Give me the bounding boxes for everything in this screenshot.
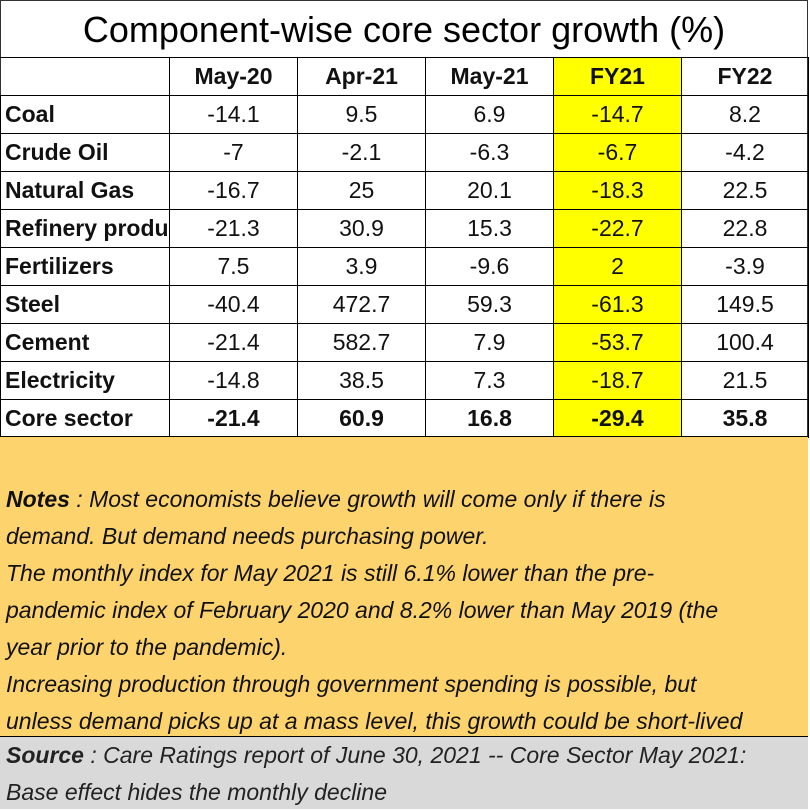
notes-line: Notes : Most economists believe growth w… bbox=[6, 481, 802, 518]
row-label: Natural Gas bbox=[0, 171, 170, 210]
column-header: FY22 bbox=[681, 57, 809, 96]
table-cell-highlighted: -18.3 bbox=[553, 171, 682, 210]
table-cell-highlighted: -29.4 bbox=[553, 399, 682, 438]
table-cell: 100.4 bbox=[681, 323, 809, 362]
notes-line: Increasing production through government… bbox=[6, 671, 697, 697]
row-label: Coal bbox=[0, 95, 170, 134]
table-cell: -21.4 bbox=[169, 323, 298, 362]
row-label: Core sector bbox=[0, 399, 170, 438]
chart-title: Component-wise core sector growth (%) bbox=[0, 0, 808, 58]
table-cell: 20.1 bbox=[425, 171, 554, 210]
table-cell: 8.2 bbox=[681, 95, 809, 134]
table-cell: -21.4 bbox=[169, 399, 298, 438]
column-header: Apr-21 bbox=[297, 57, 426, 96]
table-cell-highlighted: -18.7 bbox=[553, 361, 682, 400]
table-cell: 35.8 bbox=[681, 399, 809, 438]
growth-table: May-20 Apr-21 May-21 FY21 FY22 Coal -14.1… bbox=[0, 57, 809, 438]
table-cell: 16.8 bbox=[425, 399, 554, 438]
table-cell: 21.5 bbox=[681, 361, 809, 400]
notes-text: : Most economists believe growth will co… bbox=[69, 486, 666, 512]
table-cell: 38.5 bbox=[297, 361, 426, 400]
column-header-highlighted: FY21 bbox=[553, 57, 682, 96]
table-cell: -2.1 bbox=[297, 133, 426, 172]
notes-label: Notes bbox=[6, 486, 70, 512]
row-label: Electricity bbox=[0, 361, 170, 400]
table-row: Crude Oil -7 -2.1 -6.3 -6.7 -4.2 bbox=[0, 133, 809, 172]
notes-line: The monthly index for May 2021 is still … bbox=[6, 560, 655, 586]
table-row: Natural Gas -16.7 25 20.1 -18.3 22.5 bbox=[0, 171, 809, 210]
row-label: Crude Oil bbox=[0, 133, 170, 172]
table-cell: 30.9 bbox=[297, 209, 426, 248]
source-label: Source bbox=[6, 742, 84, 768]
table-cell: 3.9 bbox=[297, 247, 426, 286]
table-cell: -21.3 bbox=[169, 209, 298, 248]
table-cell: -7 bbox=[169, 133, 298, 172]
notes-line: year prior to the pandemic). bbox=[6, 634, 288, 660]
table-cell: 7.5 bbox=[169, 247, 298, 286]
table-cell: 22.5 bbox=[681, 171, 809, 210]
table-row: Refinery produ -21.3 30.9 15.3 -22.7 22.8 bbox=[0, 209, 809, 248]
table-cell: 149.5 bbox=[681, 285, 809, 324]
table-cell: 6.9 bbox=[425, 95, 554, 134]
table-cell: -4.2 bbox=[681, 133, 809, 172]
table-cell: -14.1 bbox=[169, 95, 298, 134]
table-cell: 25 bbox=[297, 171, 426, 210]
notes-line: unless demand picks up at a mass level, … bbox=[6, 708, 743, 734]
table-cell: 22.8 bbox=[681, 209, 809, 248]
source-line: Base effect hides the monthly decline bbox=[6, 779, 388, 805]
table-cell-highlighted: -61.3 bbox=[553, 285, 682, 324]
notes-line: demand. But demand needs purchasing powe… bbox=[6, 523, 489, 549]
table-row: Cement -21.4 582.7 7.9 -53.7 100.4 bbox=[0, 323, 809, 362]
table-cell: 60.9 bbox=[297, 399, 426, 438]
table-cell: 472.7 bbox=[297, 285, 426, 324]
corner-cell bbox=[0, 57, 170, 96]
table-cell: -9.6 bbox=[425, 247, 554, 286]
header-row: May-20 Apr-21 May-21 FY21 FY22 bbox=[0, 57, 809, 96]
table-cell-highlighted: 2 bbox=[553, 247, 682, 286]
table-row: Electricity -14.8 38.5 7.3 -18.7 21.5 bbox=[0, 361, 809, 400]
table-row: Core sector -21.4 60.9 16.8 -29.4 35.8 bbox=[0, 399, 809, 438]
source-box: Source : Care Ratings report of June 30,… bbox=[0, 736, 808, 809]
table-cell: -6.3 bbox=[425, 133, 554, 172]
table-cell-highlighted: -53.7 bbox=[553, 323, 682, 362]
source-line: Source : Care Ratings report of June 30,… bbox=[6, 737, 802, 774]
table-cell: 15.3 bbox=[425, 209, 554, 248]
table-cell: -16.7 bbox=[169, 171, 298, 210]
column-header: May-21 bbox=[425, 57, 554, 96]
notes-line: pandemic index of February 2020 and 8.2%… bbox=[6, 597, 719, 623]
table-cell-highlighted: -6.7 bbox=[553, 133, 682, 172]
row-label: Refinery produ bbox=[0, 209, 170, 248]
table-cell: -14.8 bbox=[169, 361, 298, 400]
table-row: Coal -14.1 9.5 6.9 -14.7 8.2 bbox=[0, 95, 809, 134]
table-cell-highlighted: -22.7 bbox=[553, 209, 682, 248]
row-label: Steel bbox=[0, 285, 170, 324]
row-label: Fertilizers bbox=[0, 247, 170, 286]
table-cell: 9.5 bbox=[297, 95, 426, 134]
table-cell: 59.3 bbox=[425, 285, 554, 324]
table-cell: 7.3 bbox=[425, 361, 554, 400]
table-cell: 7.9 bbox=[425, 323, 554, 362]
row-label: Cement bbox=[0, 323, 170, 362]
column-header: May-20 bbox=[169, 57, 298, 96]
table-row: Fertilizers 7.5 3.9 -9.6 2 -3.9 bbox=[0, 247, 809, 286]
table-cell-highlighted: -14.7 bbox=[553, 95, 682, 134]
source-text: : Care Ratings report of June 30, 2021 -… bbox=[83, 742, 747, 768]
table-row: Steel -40.4 472.7 59.3 -61.3 149.5 bbox=[0, 285, 809, 324]
notes-box: Notes : Most economists believe growth w… bbox=[0, 436, 808, 736]
table-cell: 582.7 bbox=[297, 323, 426, 362]
table-cell: -3.9 bbox=[681, 247, 809, 286]
table-cell: -40.4 bbox=[169, 285, 298, 324]
